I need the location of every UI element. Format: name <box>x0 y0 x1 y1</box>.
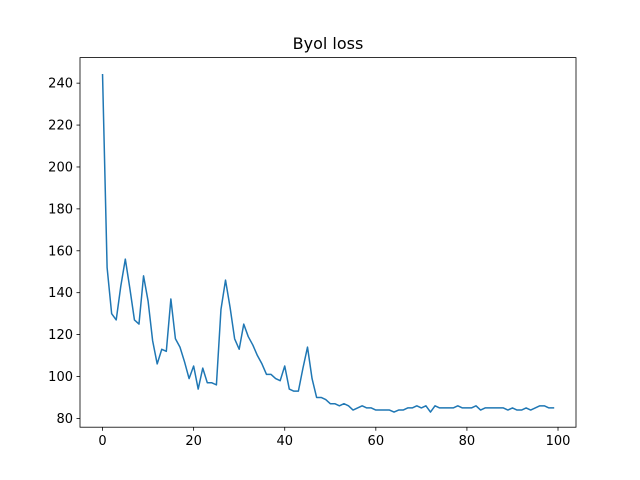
plot-area <box>80 57 576 428</box>
y-tick-label: 80 <box>56 412 73 427</box>
x-tick-label: 60 <box>368 434 385 449</box>
y-tick-label: 140 <box>48 286 73 301</box>
y-tick-label: 160 <box>48 244 73 259</box>
x-tick-label: 80 <box>459 434 476 449</box>
x-tick-label: 0 <box>98 434 106 449</box>
y-tick-label: 200 <box>48 160 73 175</box>
series-line-0 <box>101 74 555 413</box>
x-tick-label: 40 <box>276 434 293 449</box>
chart-title: Byol loss <box>293 34 364 53</box>
series-layer <box>101 74 555 413</box>
x-tick-label: 100 <box>546 434 571 449</box>
y-tick-label: 180 <box>48 202 73 217</box>
plot-frame <box>79 57 577 428</box>
y-tick-label: 240 <box>48 77 73 92</box>
y-tick-label: 120 <box>48 328 73 343</box>
y-tick-label: 100 <box>48 370 73 385</box>
y-tick-label: 220 <box>48 119 73 134</box>
axis-ticks: 0 20 40 60 80 100 80 100 120 140 160 180 200 220 240 <box>48 77 570 450</box>
x-tick-label: 20 <box>185 434 202 449</box>
